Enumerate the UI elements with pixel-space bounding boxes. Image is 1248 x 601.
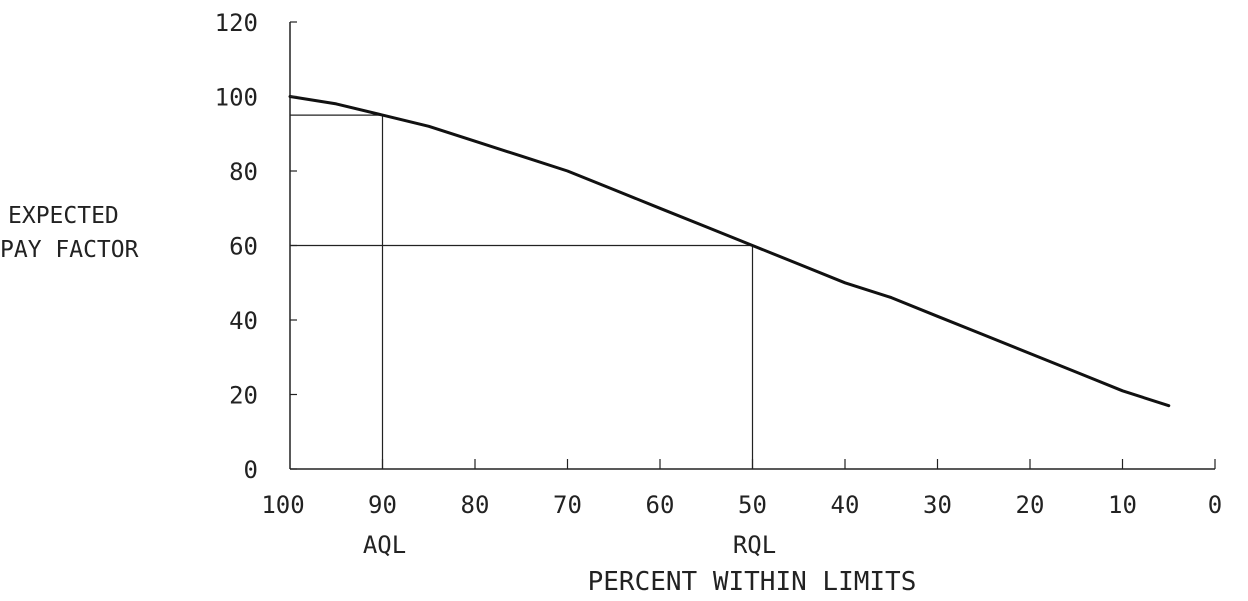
data-point (1121, 389, 1124, 392)
data-point (797, 263, 800, 265)
y-tick-label: 80 (229, 158, 258, 186)
data-point (705, 226, 708, 228)
data-point (844, 281, 846, 284)
x-ticks: 100 90 80 70 60 50 40 30 20 10 0 (261, 459, 1222, 519)
data-point (474, 140, 476, 142)
x-tick-label: 80 (461, 491, 490, 519)
x-axis-label: PERCENT WITHIN LIMITS (588, 567, 917, 597)
x-tick-label: 0 (1208, 491, 1222, 519)
y-tick-label: 40 (229, 307, 258, 335)
aql-label: AQL (363, 531, 406, 559)
data-point (890, 296, 893, 299)
data-point (566, 170, 569, 172)
rql-label: RQL (733, 531, 776, 559)
data-point (520, 155, 523, 157)
x-tick-label: 90 (368, 491, 397, 519)
pay-factor-curve (288, 95, 1171, 408)
x-tick-label: 100 (261, 491, 304, 519)
x-tick-label: 60 (646, 491, 675, 519)
y-axis-label-line-2: PAY FACTOR (0, 237, 139, 263)
data-point (335, 103, 338, 105)
y-tick-label: 20 (229, 382, 258, 410)
data-point (612, 188, 615, 191)
data-point (659, 207, 661, 210)
y-tick-label: 0 (244, 456, 258, 484)
y-ticks: 0 20 40 60 80 100 120 (215, 9, 297, 484)
data-point (1075, 371, 1078, 373)
x-tick-label: 30 (923, 491, 952, 519)
y-tick-label: 100 (215, 84, 258, 112)
x-tick-label: 20 (1016, 491, 1045, 519)
reference-lines: AQL RQL (290, 114, 776, 559)
labels: EXPECTED PAY FACTOR PERCENT WITHIN LIMIT… (0, 203, 916, 597)
data-point (1029, 352, 1031, 355)
y-tick-label: 120 (215, 9, 258, 37)
y-tick-label: 60 (229, 233, 258, 261)
x-tick-label: 50 (738, 491, 767, 519)
data-point (1167, 404, 1170, 407)
data-point (751, 244, 754, 247)
y-axis-label-line-1: EXPECTED (8, 203, 119, 229)
data-point (982, 334, 985, 336)
data-point (427, 125, 430, 128)
x-tick-label: 70 (553, 491, 582, 519)
data-point (936, 315, 939, 318)
x-tick-label: 40 (831, 491, 860, 519)
data-point (381, 114, 384, 116)
series (288, 95, 1171, 408)
x-tick-label: 10 (1108, 491, 1137, 519)
